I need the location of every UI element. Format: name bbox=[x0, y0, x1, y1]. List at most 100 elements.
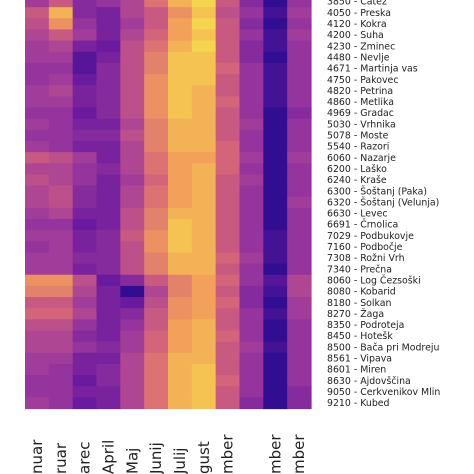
heatmap-cell bbox=[168, 341, 193, 354]
heatmap-cell bbox=[96, 118, 121, 131]
heatmap-cell bbox=[168, 51, 193, 64]
heatmap-cell bbox=[239, 274, 264, 287]
heatmap-cell bbox=[120, 40, 145, 53]
heatmap-cell bbox=[25, 185, 50, 198]
heatmap-cell bbox=[287, 375, 312, 387]
heatmap-cell bbox=[48, 7, 74, 19]
heatmap-cell bbox=[25, 274, 50, 287]
heatmap-cell bbox=[144, 62, 169, 75]
heatmap-cell bbox=[263, 40, 288, 53]
heatmap-cell bbox=[287, 252, 312, 265]
heatmap-cell bbox=[215, 196, 241, 209]
heatmap-cell bbox=[287, 219, 312, 231]
row-label: 8080 - Kobarid bbox=[327, 287, 396, 298]
heatmap-cell bbox=[287, 40, 312, 53]
heatmap-cell bbox=[191, 96, 217, 109]
heatmap-cell bbox=[48, 85, 74, 97]
heatmap-cell bbox=[215, 62, 241, 75]
heatmap-cell bbox=[263, 196, 288, 209]
row-label: 6320 - Šoštanj (Velunja) bbox=[327, 196, 439, 208]
heatmap-cell bbox=[25, 352, 50, 365]
heatmap-cell bbox=[191, 230, 217, 242]
heatmap-cell bbox=[144, 319, 169, 332]
heatmap-cell bbox=[144, 386, 169, 398]
heatmap-cell bbox=[239, 363, 264, 376]
heatmap-cell bbox=[96, 219, 121, 231]
heatmap-cell bbox=[96, 51, 121, 64]
heatmap-cell bbox=[48, 40, 74, 53]
heatmap-cell bbox=[191, 29, 217, 42]
heatmap-cell bbox=[168, 207, 193, 220]
row-label: 4671 - Martinja vas bbox=[327, 64, 418, 75]
heatmap-cell bbox=[120, 62, 145, 75]
heatmap-cell bbox=[144, 18, 169, 31]
heatmap-cell bbox=[144, 352, 169, 365]
heatmap-cell bbox=[239, 51, 264, 64]
heatmap-cell bbox=[96, 341, 121, 354]
heatmap-cell bbox=[120, 118, 145, 131]
heatmap-cell bbox=[263, 297, 288, 309]
heatmap-cell bbox=[215, 341, 241, 354]
heatmap-cell bbox=[48, 297, 74, 309]
heatmap-cell bbox=[72, 230, 98, 242]
heatmap-cell bbox=[287, 129, 312, 142]
heatmap-cell bbox=[215, 375, 241, 387]
heatmap-cell bbox=[239, 196, 264, 209]
heatmap-cell bbox=[287, 341, 312, 354]
heatmap-cell bbox=[215, 363, 241, 376]
heatmap-cell bbox=[287, 207, 312, 220]
heatmap-cell bbox=[48, 29, 74, 42]
heatmap-cell bbox=[72, 174, 98, 187]
heatmap-cell bbox=[287, 185, 312, 198]
heatmap-cell bbox=[287, 174, 312, 187]
heatmap-cell bbox=[96, 174, 121, 187]
heatmap-cell bbox=[72, 207, 98, 220]
heatmap-cell bbox=[120, 363, 145, 376]
heatmap-cell bbox=[191, 40, 217, 53]
heatmap-cell bbox=[48, 163, 74, 175]
heatmap-cell bbox=[144, 375, 169, 387]
heatmap-cell bbox=[215, 85, 241, 97]
heatmap-cell bbox=[144, 252, 169, 265]
heatmap-cell bbox=[120, 74, 145, 86]
heatmap-cell bbox=[168, 230, 193, 242]
heatmap-cell bbox=[287, 386, 312, 398]
heatmap-cell bbox=[287, 285, 312, 298]
heatmap-cell bbox=[120, 174, 145, 187]
heatmap-cell bbox=[72, 196, 98, 209]
heatmap-cell bbox=[287, 397, 312, 410]
heatmap-cell bbox=[25, 18, 50, 31]
heatmap-cell bbox=[48, 274, 74, 287]
heatmap-cell bbox=[168, 29, 193, 42]
heatmap-cell bbox=[215, 397, 241, 410]
heatmap-cell bbox=[215, 140, 241, 153]
heatmap-cell bbox=[25, 363, 50, 376]
row-label: 8450 - Hotešk bbox=[327, 331, 393, 342]
heatmap-cell bbox=[144, 40, 169, 53]
heatmap-cell bbox=[191, 375, 217, 387]
heatmap-cell bbox=[168, 18, 193, 31]
heatmap-cell bbox=[25, 140, 50, 153]
heatmap-cell bbox=[25, 129, 50, 142]
heatmap-cell bbox=[239, 18, 264, 31]
heatmap-cell bbox=[144, 7, 169, 19]
heatmap-cell bbox=[48, 241, 74, 254]
row-label: 5030 - Vrhnika bbox=[327, 119, 396, 130]
row-label: 6630 - Levec bbox=[327, 209, 388, 220]
heatmap-cell bbox=[191, 7, 217, 19]
heatmap-cell bbox=[120, 352, 145, 365]
heatmap-cell bbox=[191, 285, 217, 298]
heatmap-cell bbox=[144, 107, 169, 120]
heatmap-cell bbox=[239, 74, 264, 86]
row-label: 5078 - Moste bbox=[327, 131, 389, 142]
heatmap-cell bbox=[191, 263, 217, 276]
column-label: ruar bbox=[52, 442, 70, 474]
heatmap-cell bbox=[191, 274, 217, 287]
heatmap-cell bbox=[120, 252, 145, 265]
heatmap-cell bbox=[191, 241, 217, 254]
heatmap-cell bbox=[144, 274, 169, 287]
row-label: 9050 - Cerkvenikov Mlin bbox=[327, 387, 440, 398]
heatmap-cell bbox=[72, 74, 98, 86]
heatmap-cell bbox=[191, 297, 217, 309]
heatmap-cell bbox=[48, 51, 74, 64]
